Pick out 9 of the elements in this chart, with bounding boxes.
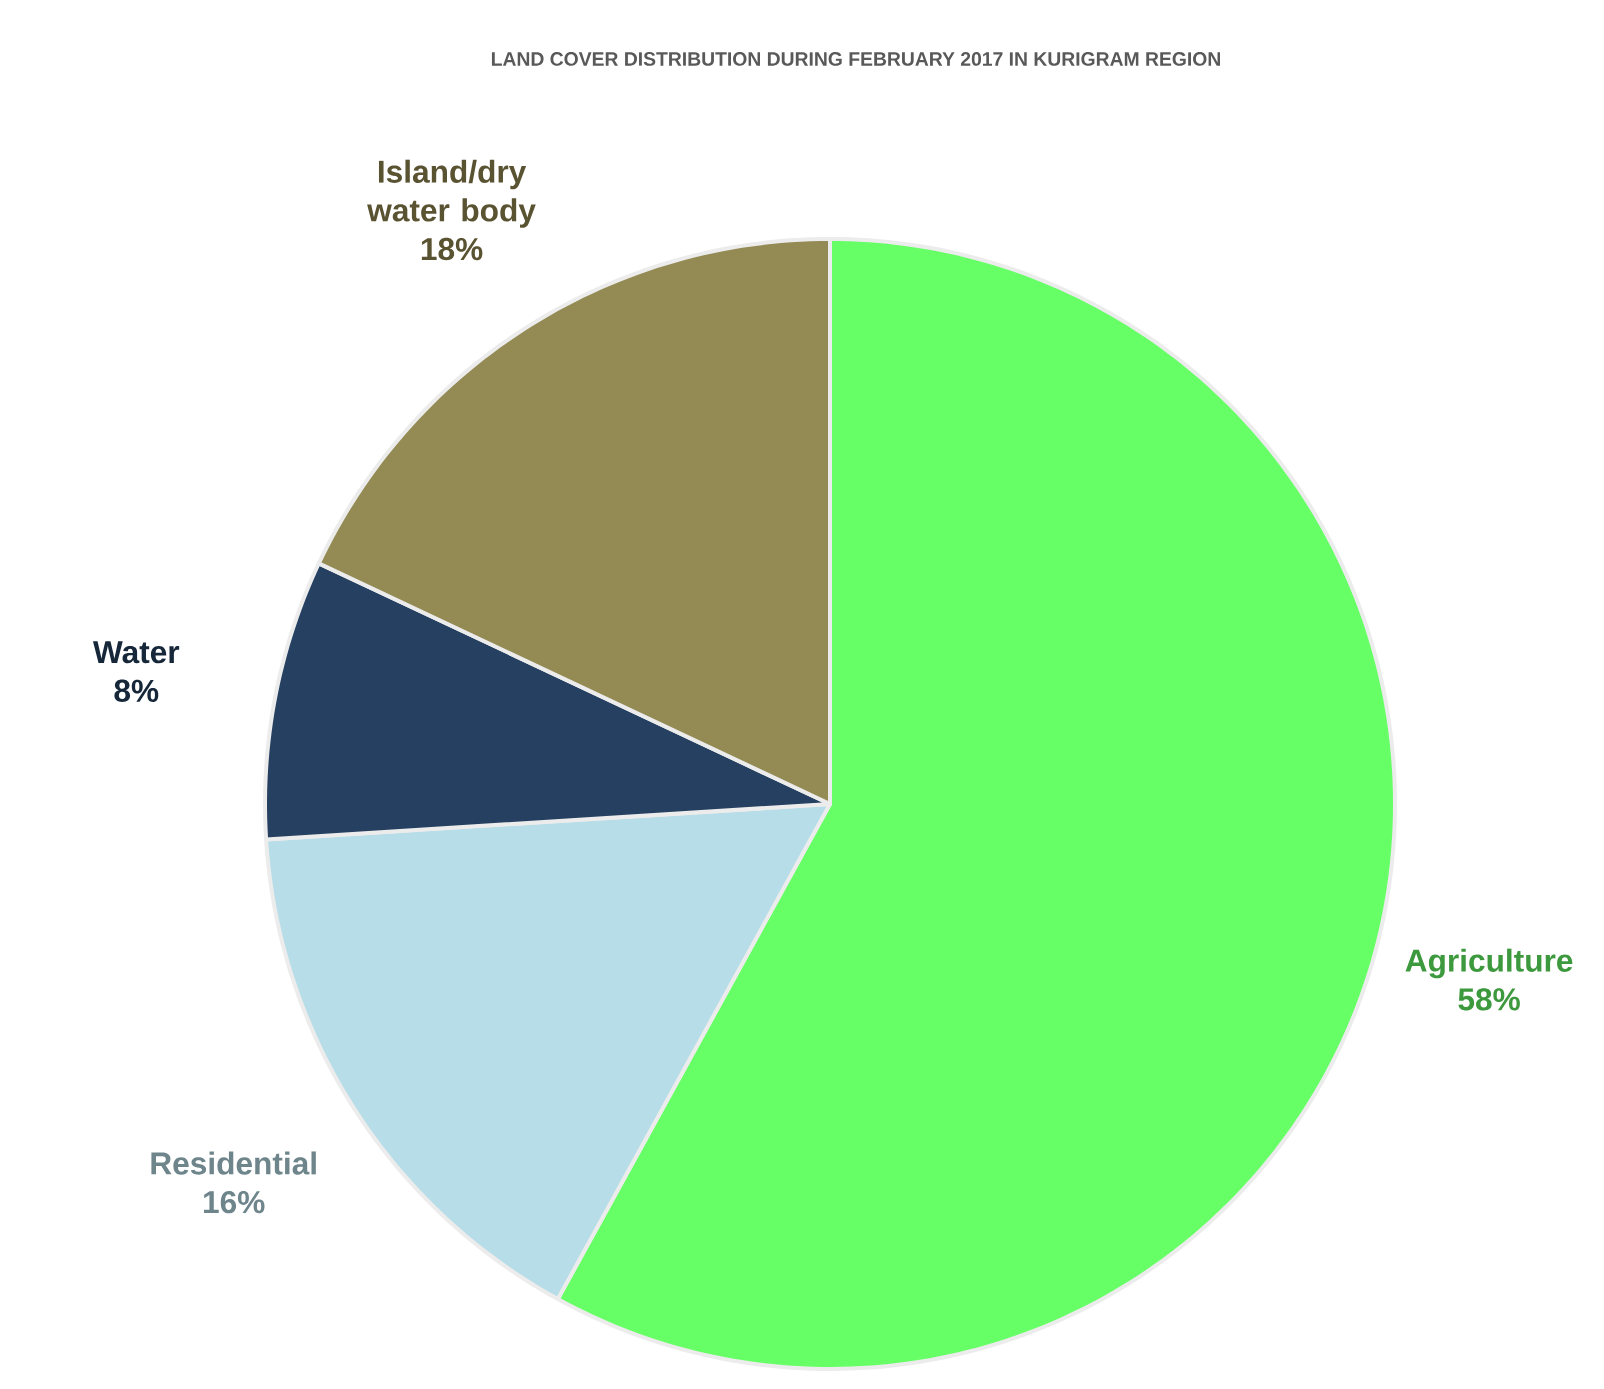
slice-label: Island/dry water body	[367, 159, 536, 228]
data-label: 16%	[204, 1190, 265, 1214]
chart-title: LAND COVER DISTRIBUTION DURING FEBRUARY 2017 IN KURIGRAM REGION	[491, 52, 1220, 66]
slice-label: Agriculture	[1405, 948, 1573, 979]
data-label: 58%	[1458, 988, 1520, 1011]
slice-label: Water	[92, 641, 180, 664]
data-label: 18%	[421, 237, 483, 261]
slice-label: Residential	[151, 1151, 316, 1175]
data-label: 8%	[114, 679, 159, 703]
